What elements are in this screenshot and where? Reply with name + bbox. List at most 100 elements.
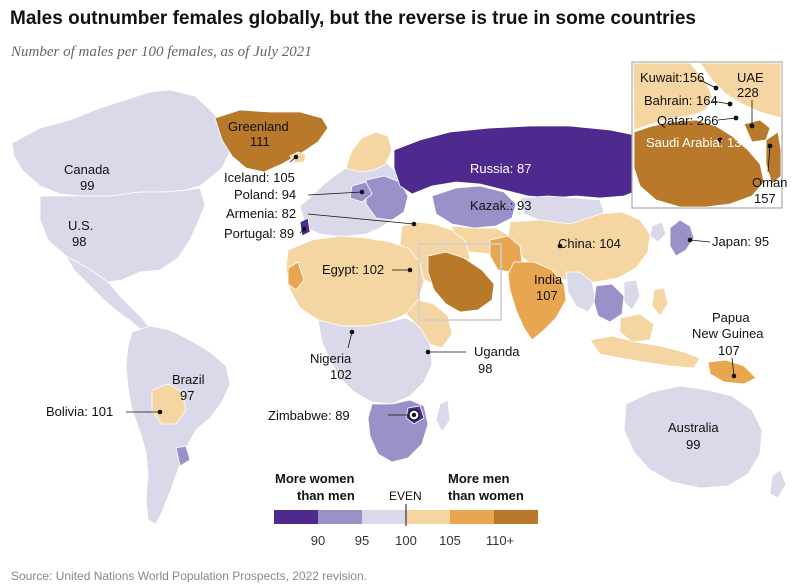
leader-bahrain [711, 100, 731, 105]
region-se-asia [593, 283, 625, 323]
region-kazakhstan [431, 185, 517, 229]
legend-left-heading: More women [275, 471, 355, 486]
region-russia [393, 125, 669, 199]
region-south-america [125, 325, 231, 525]
label-qatar: Qatar: 266 [657, 113, 718, 128]
label-uae: UAE [737, 70, 764, 85]
region-vietnam [623, 279, 641, 311]
leader-oman [767, 145, 771, 173]
label-png-value: 107 [718, 343, 740, 358]
region-myanmar [565, 271, 597, 313]
label-us: U.S. [68, 218, 93, 233]
source-note: Source: United Nations World Population … [11, 569, 367, 583]
region-madagascar [435, 399, 451, 433]
region-greenland [214, 109, 329, 173]
gulf-highlight-box [418, 243, 502, 321]
legend-swatch-3 [362, 510, 406, 524]
leader-iceland [289, 156, 297, 163]
label-saudi: Saudi Arabia: 137 [646, 135, 749, 150]
leader-japan [689, 239, 711, 243]
label-australia-value: 99 [686, 437, 700, 452]
label-canada: Canada [64, 162, 110, 177]
label-bahrain: Bahrain: 164 [644, 93, 718, 108]
region-africa-north [285, 235, 425, 327]
land-shapes [11, 89, 787, 525]
legend: More women than men EVEN More men than w… [274, 471, 538, 548]
inset-saudi [633, 119, 765, 208]
region-india [507, 261, 567, 341]
legend-swatch-5 [450, 510, 494, 524]
label-uae-value: 228 [737, 85, 759, 100]
label-egypt: Egypt: 102 [322, 262, 384, 277]
region-canada [11, 89, 233, 197]
legend-swatch-6 [494, 510, 538, 524]
label-bolivia: Bolivia: 101 [46, 404, 113, 419]
legend-tick-105: 105 [439, 533, 461, 548]
label-iceland: Iceland: 105 [224, 170, 295, 185]
leader-armenia [307, 213, 415, 225]
label-poland: Poland: 94 [234, 187, 296, 202]
inset-land-north [632, 62, 713, 131]
map-title: Males outnumber females globally, but th… [10, 8, 696, 29]
label-nigeria: Nigeria [310, 351, 352, 366]
region-africa-east [405, 299, 453, 349]
label-oman-value: 157 [754, 191, 776, 206]
leader-poland [307, 191, 363, 196]
label-kuwait: Kuwait:156 [640, 70, 704, 85]
region-paraguay [175, 445, 191, 467]
legend-tick-90: 90 [311, 533, 325, 548]
region-korea [649, 221, 667, 243]
region-new-zealand [769, 469, 787, 499]
region-us [39, 187, 206, 283]
legend-swatch-4 [406, 510, 450, 524]
leader-nigeria [347, 331, 353, 349]
region-japan [669, 219, 695, 257]
label-russia: Russia: 87 [470, 161, 531, 176]
label-brazil-value: 97 [180, 388, 194, 403]
region-africa-central [317, 317, 433, 405]
region-australia [623, 385, 763, 489]
region-eastern-europe [365, 175, 409, 221]
leader-qatar [717, 117, 737, 121]
label-oman: Oman [752, 175, 787, 190]
map-markers [126, 154, 737, 421]
label-png: Papua [712, 310, 750, 325]
legend-right-heading-2: than women [448, 488, 524, 503]
region-png [707, 359, 757, 385]
legend-left-heading-2: than men [297, 488, 355, 503]
label-australia: Australia [668, 420, 719, 435]
leader-png [731, 357, 735, 377]
region-philippines [651, 287, 669, 317]
label-brazil: Brazil [172, 372, 205, 387]
label-zimbabwe: Zimbabwe: 89 [268, 408, 350, 423]
label-canada-value: 99 [80, 178, 94, 193]
legend-right-heading: More men [448, 471, 509, 486]
map-labels: Greenland 111 Canada 99 U.S. 98 Iceland:… [46, 119, 769, 452]
inset-iran [699, 62, 782, 119]
dot-zimbabwe-center [411, 412, 417, 418]
region-scandinavia [345, 131, 393, 173]
label-greenland-value: 111 [250, 134, 270, 149]
region-borneo [619, 313, 655, 343]
label-kazak: Kazak.: 93 [470, 198, 531, 213]
label-png-2: New Guinea [692, 326, 764, 341]
legend-tick-110: 110+ [486, 533, 514, 548]
label-china: China: 104 [558, 236, 621, 251]
label-us-value: 98 [72, 234, 86, 249]
legend-tick-100: 100 [395, 533, 417, 548]
legend-swatch-2 [318, 510, 362, 524]
legend-swatch-1 [274, 510, 318, 524]
label-nigeria-value: 102 [330, 367, 352, 382]
label-greenland: Greenland [228, 119, 289, 134]
label-japan: Japan: 95 [712, 234, 769, 249]
dot-china [557, 243, 563, 249]
map-subtitle: Number of males per 100 females, as of J… [11, 44, 312, 60]
legend-even: EVEN [389, 489, 422, 503]
label-india-value: 107 [536, 288, 558, 303]
label-armenia: Armenia: 82 [226, 206, 296, 221]
legend-tick-95: 95 [355, 533, 369, 548]
gulf-inset: Kuwait:156 UAE 228 Bahrain: 164 Qatar: 2… [631, 61, 787, 209]
leader-kuwait [699, 79, 717, 89]
label-india: India [534, 272, 563, 287]
label-uganda-value: 98 [478, 361, 492, 376]
